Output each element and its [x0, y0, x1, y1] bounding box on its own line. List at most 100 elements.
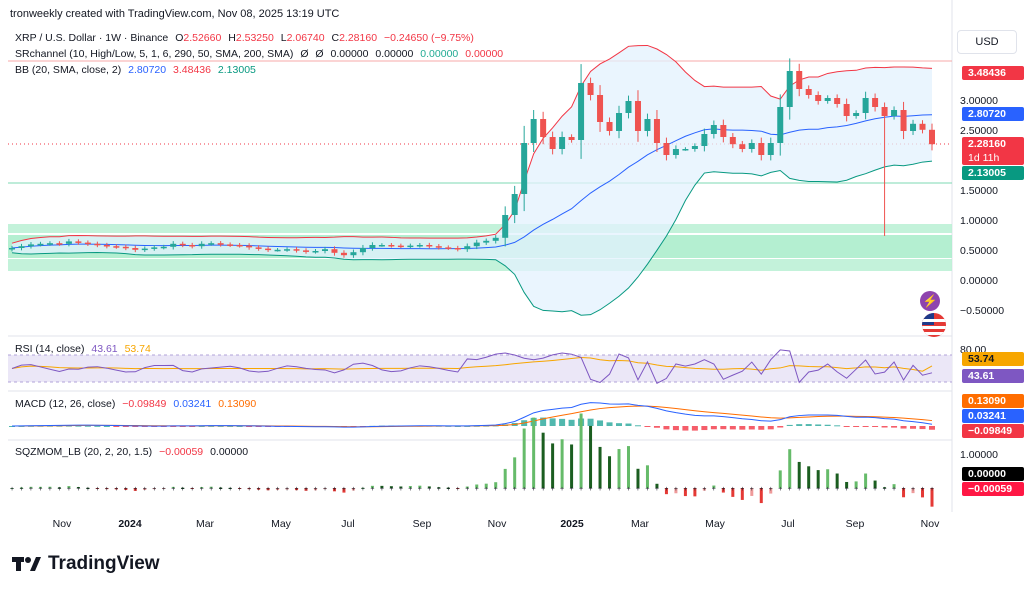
price-tick: −0.50000 — [960, 305, 1005, 317]
macd-hist-bar — [94, 425, 101, 427]
ohlc-o-label: O — [175, 32, 184, 44]
sqz-bar — [655, 483, 659, 488]
macd-hist-bar — [568, 419, 575, 426]
macd-hist-bar — [606, 422, 613, 426]
sqz-dot: + — [38, 486, 42, 493]
time-tick: May — [271, 518, 291, 530]
sqz-dot: + — [598, 486, 602, 493]
macd-hist-badge: −0.09849 — [962, 424, 1024, 438]
macd-hist-bar — [634, 425, 641, 427]
sqz-bar — [845, 481, 849, 488]
sqz-bar — [19, 487, 23, 489]
sqz-bar — [683, 488, 687, 497]
sqzmom-histogram: + + + + + + + + + + + + + + + + + + + + + + + + + + + + + + + + + + + + + + + +… — [10, 413, 934, 507]
candle-body — [616, 113, 623, 131]
macd-hist-bar — [910, 426, 917, 429]
sqz-bar — [200, 487, 204, 489]
srchannel-name: SRchannel (10, High/Low, 5, 1, 6, 290, 5… — [15, 48, 294, 60]
sqz-bar — [342, 488, 346, 493]
sqz-dot: + — [76, 486, 80, 493]
sqz-bar — [589, 425, 593, 488]
sqz-legend: SQZMOM_LB (20, 2, 20, 1.5) −0.00059 0.00… — [15, 446, 252, 458]
candle-body — [293, 249, 300, 251]
sr-zone-low — [8, 259, 952, 271]
sqz-dot: + — [589, 486, 593, 493]
sqz-bar — [314, 488, 318, 491]
macd-hist-bar — [739, 426, 746, 430]
sqz-dot: + — [797, 486, 801, 493]
candle-body — [483, 240, 490, 243]
sqz-bar — [29, 486, 33, 488]
candle-body — [549, 137, 556, 149]
sqz-bar — [740, 488, 744, 500]
ohlc-open: 2.52660 — [183, 32, 222, 44]
sqz-bar — [10, 488, 14, 489]
candle-body — [748, 143, 755, 149]
sqz-dot: + — [674, 486, 678, 493]
us-flag-icon[interactable] — [922, 313, 946, 337]
candle-body — [246, 245, 253, 248]
sqz-bar — [693, 488, 697, 497]
sqz-dot: + — [721, 486, 725, 493]
sqz-dot: + — [228, 486, 232, 493]
macd-hist-bar — [824, 424, 831, 426]
candle-body — [217, 243, 224, 245]
candle-body — [720, 125, 727, 137]
srchannel-v1: Ø — [300, 48, 309, 60]
sqz-dot: + — [313, 486, 317, 493]
tradingview-logo[interactable]: TradingView — [12, 553, 160, 575]
candle-body — [189, 245, 196, 247]
sqz-bar — [76, 487, 80, 489]
sqz-bar — [162, 488, 166, 489]
sqz-bar — [636, 468, 640, 488]
macd-hist-bar — [616, 423, 623, 426]
sqz-bar — [807, 466, 811, 488]
candle-body — [340, 252, 347, 256]
sqz-dot: + — [304, 486, 308, 493]
sqz-dot: + — [19, 486, 23, 493]
sqz-bar — [892, 484, 896, 488]
macd-hist-bar — [208, 425, 215, 427]
bb-lower-badge: 2.13005 — [962, 166, 1024, 180]
macd-hist-bar — [597, 420, 604, 426]
sqz-bar — [57, 487, 61, 489]
candle-body — [521, 143, 528, 194]
sqz-dot: + — [57, 486, 61, 493]
sqz-dot: + — [408, 486, 412, 493]
sqz-dot: + — [48, 486, 52, 493]
macd-hist-bar — [236, 425, 243, 427]
bb-lower-value: 2.13005 — [217, 64, 256, 76]
sqz-bar — [133, 488, 137, 491]
candle-body — [682, 149, 689, 151]
srchannel-v2: Ø — [315, 48, 324, 60]
candle-body — [559, 137, 566, 149]
macd-hist-bar — [189, 426, 196, 427]
candle-body — [227, 244, 234, 246]
lightning-icon[interactable]: ⚡ — [920, 291, 940, 311]
candle-body — [587, 83, 594, 95]
sqz-bar — [797, 461, 801, 488]
candle-body — [426, 245, 433, 247]
sqz-bar — [626, 446, 630, 488]
sqz-dot: + — [645, 486, 649, 493]
currency-button[interactable]: USD — [957, 30, 1017, 54]
time-tick: May — [705, 518, 725, 530]
sqz-dot: + — [731, 486, 735, 493]
sqz-dot: + — [864, 486, 868, 493]
sqz-dot: + — [190, 486, 194, 493]
price-tick: 3.00000 — [960, 95, 998, 107]
sqz-dot: + — [683, 486, 687, 493]
candle-body — [435, 246, 442, 248]
candle-body — [236, 245, 243, 247]
candle-body — [18, 246, 25, 248]
sqz-dot: + — [551, 486, 555, 493]
candle-body — [796, 71, 803, 89]
sqz-dot: + — [209, 486, 213, 493]
sqz-bar — [541, 432, 545, 488]
sqz-dot: + — [437, 486, 441, 493]
candle-body — [568, 137, 575, 140]
sqz-dot: + — [541, 486, 545, 493]
sqz-dot: + — [181, 486, 185, 493]
sqz-bar — [579, 413, 583, 488]
